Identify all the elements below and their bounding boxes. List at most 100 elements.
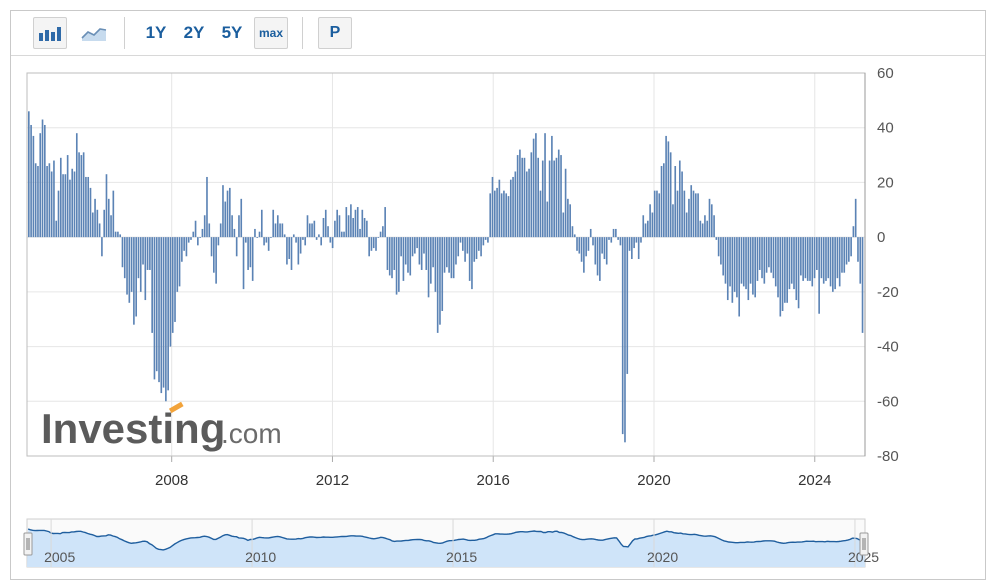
chart-bar <box>144 237 147 301</box>
chart-bar <box>562 212 565 238</box>
chart-bar <box>857 237 859 262</box>
chart-bar <box>66 155 69 238</box>
chart-bar <box>64 174 67 238</box>
navigator-handle[interactable] <box>859 532 869 556</box>
chart-bar <box>162 237 165 388</box>
chart-bar <box>466 237 469 254</box>
chart-bar <box>637 237 640 260</box>
chart-bar <box>59 157 62 238</box>
chart-bar <box>809 237 811 281</box>
chart-bar <box>608 237 610 240</box>
chart-bar <box>210 237 213 257</box>
chart-bar <box>464 237 466 262</box>
chart-bar <box>599 237 601 281</box>
chart-bar <box>818 237 820 314</box>
chart-bar <box>790 237 793 284</box>
chart-bar <box>185 237 188 257</box>
chart-bar <box>548 160 551 238</box>
chart-bar <box>388 237 391 276</box>
range-2y-button[interactable]: 2Y <box>183 23 205 42</box>
chart-bar <box>359 228 361 238</box>
chart-bar <box>119 234 122 238</box>
chart-bar <box>781 237 784 311</box>
chart-bar <box>377 237 380 238</box>
chart-bar <box>133 237 135 325</box>
chart-bar <box>528 168 530 238</box>
chart-bar <box>96 209 99 238</box>
chart-bar <box>215 237 217 284</box>
chart-bar <box>777 237 779 298</box>
chart-bar <box>165 237 167 402</box>
chart-bar <box>610 237 613 243</box>
chart-bar <box>87 176 90 238</box>
chart-bar <box>457 237 460 257</box>
chart-bar <box>496 187 498 238</box>
chart-bar <box>78 152 80 238</box>
chart-bar <box>788 237 791 290</box>
chart-bar <box>843 237 846 273</box>
chart-bar <box>400 237 402 257</box>
chart-bar <box>697 193 699 238</box>
range-1y-button[interactable]: 1Y <box>145 23 167 42</box>
chart-bar <box>258 231 261 238</box>
chart-bar <box>656 190 658 238</box>
toolbar-divider <box>124 17 125 49</box>
chart-bar <box>731 237 734 303</box>
chart-bar <box>761 237 763 279</box>
chart-bar <box>167 237 169 391</box>
chart-bar <box>174 237 176 322</box>
chart-bar <box>121 237 124 268</box>
bar-chart-icon[interactable] <box>33 17 67 49</box>
chart-bar <box>786 237 788 303</box>
chart-bar <box>395 237 398 295</box>
chart-bar <box>459 237 462 243</box>
chart-bar <box>772 237 775 279</box>
chart-bar <box>845 237 848 265</box>
chart-bar <box>653 190 656 238</box>
chart-bar <box>347 215 350 238</box>
chart-bar <box>763 237 766 284</box>
x-tick-label: 2024 <box>798 472 831 489</box>
range-5y-button[interactable]: 5Y <box>221 23 243 42</box>
chart-bar <box>290 237 293 270</box>
bar-chart: Investing .com 60 40 20 0 -20 -40 -60 -80 2008 20… <box>23 65 899 568</box>
navigator-handle[interactable] <box>23 532 33 556</box>
chart-bar <box>852 226 855 238</box>
chart-bar <box>206 176 208 238</box>
chart-bar <box>420 237 423 270</box>
chart-bar <box>350 204 352 238</box>
chart-bar <box>418 237 421 265</box>
chart-bar <box>340 231 343 238</box>
chart-bar <box>192 231 195 238</box>
chart-bar <box>601 237 603 254</box>
navigator-label: 2005 <box>44 549 75 565</box>
chart-bar <box>733 237 736 292</box>
chart-bar <box>784 237 786 303</box>
chart-bar <box>487 237 489 243</box>
chart-bar <box>242 237 245 290</box>
chart-bar <box>112 190 115 238</box>
chart-bar <box>53 160 55 238</box>
chart-bar <box>416 237 418 249</box>
area-chart-icon[interactable] <box>77 17 111 49</box>
chart-bar <box>576 237 578 251</box>
y-tick-label: 20 <box>877 174 894 191</box>
chart-bar <box>318 234 320 238</box>
p-button[interactable]: P <box>318 17 352 49</box>
chart-bar <box>292 234 295 238</box>
chart-bar <box>612 228 615 238</box>
chart-bar <box>473 237 476 262</box>
chart-bar <box>213 237 215 273</box>
chart-bar <box>176 237 179 292</box>
chart-bar <box>94 198 96 238</box>
chart-bar <box>546 201 549 238</box>
chart-bar <box>126 237 128 295</box>
chart-bar <box>672 204 674 238</box>
chart-bar <box>430 237 432 284</box>
chart-bar <box>414 237 416 254</box>
chart-bar <box>770 237 772 273</box>
chart-bar <box>240 198 243 238</box>
chart-bar <box>73 171 76 238</box>
range-max-button[interactable]: max <box>254 17 288 49</box>
chart-bar <box>774 237 777 287</box>
